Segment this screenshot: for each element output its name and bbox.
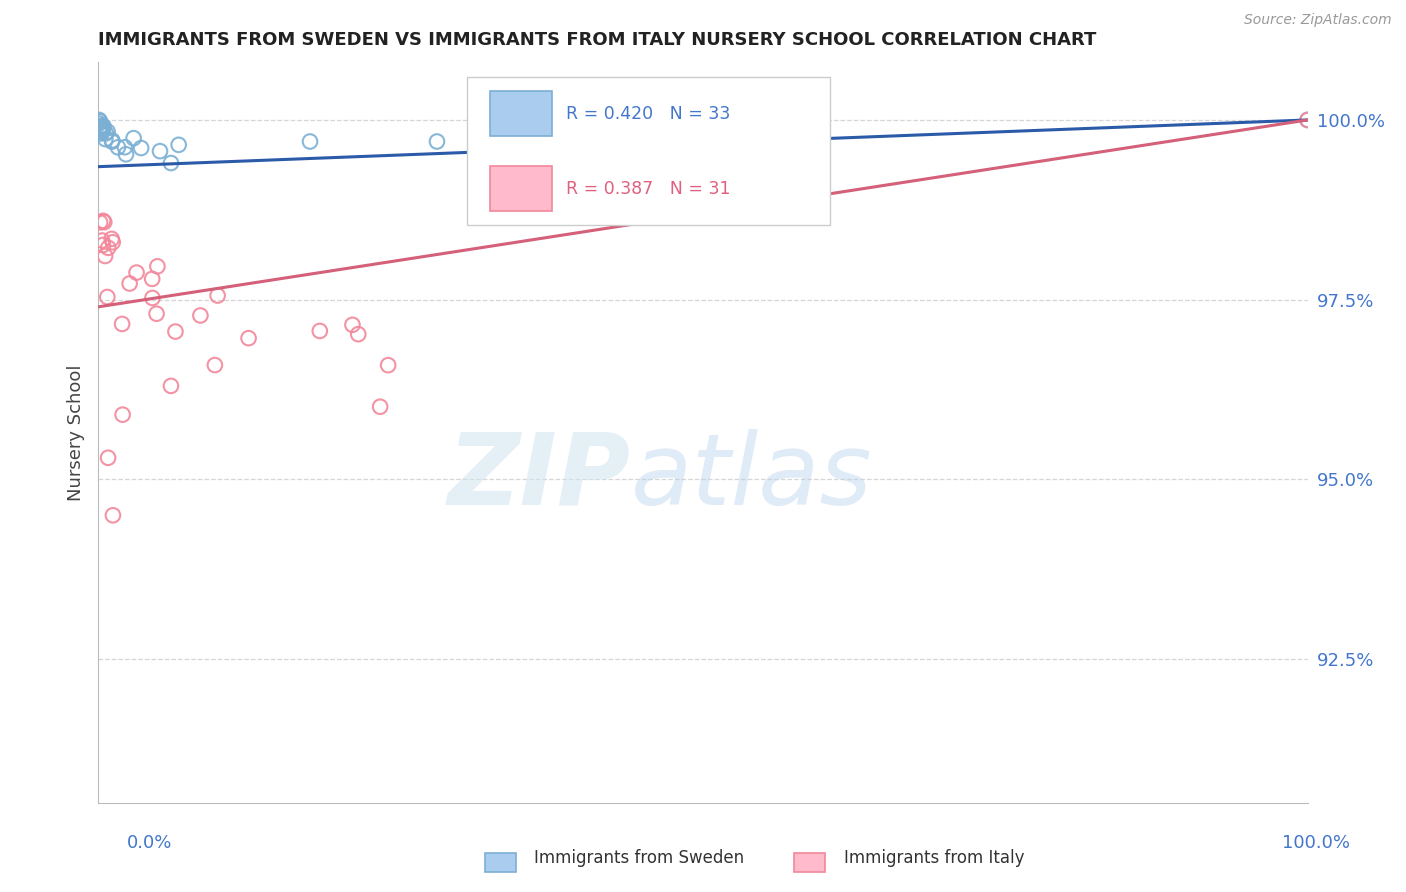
Text: IMMIGRANTS FROM SWEDEN VS IMMIGRANTS FROM ITALY NURSERY SCHOOL CORRELATION CHART: IMMIGRANTS FROM SWEDEN VS IMMIGRANTS FRO…	[98, 31, 1097, 49]
Point	[91, 214, 114, 228]
Point	[96, 290, 118, 304]
FancyBboxPatch shape	[467, 78, 830, 226]
Point	[90, 119, 112, 133]
Point	[89, 116, 111, 130]
Point	[125, 266, 148, 280]
Point	[342, 318, 364, 332]
Text: ZIP: ZIP	[447, 428, 630, 525]
Point	[160, 156, 183, 170]
Point	[122, 131, 145, 145]
Point	[145, 307, 167, 321]
FancyBboxPatch shape	[491, 166, 551, 211]
Point	[377, 358, 399, 372]
Point	[97, 241, 120, 255]
Point	[308, 324, 330, 338]
Point	[97, 125, 120, 139]
Text: Immigrants from Italy: Immigrants from Italy	[844, 849, 1024, 867]
Point	[111, 317, 134, 331]
Point	[190, 309, 212, 323]
Point	[141, 272, 163, 286]
Point	[91, 123, 114, 137]
Point	[101, 133, 124, 147]
Point	[94, 127, 117, 141]
Y-axis label: Nursery School: Nursery School	[66, 364, 84, 501]
Point	[426, 135, 449, 149]
Text: Source: ZipAtlas.com: Source: ZipAtlas.com	[1244, 13, 1392, 28]
Text: 100.0%: 100.0%	[1282, 834, 1350, 852]
Point	[129, 141, 152, 155]
Text: Immigrants from Sweden: Immigrants from Sweden	[534, 849, 744, 867]
Point	[90, 123, 112, 137]
Point	[115, 147, 138, 161]
Point	[89, 121, 111, 136]
Text: R = 0.387   N = 31: R = 0.387 N = 31	[567, 179, 731, 198]
Point	[204, 358, 226, 372]
Point	[100, 232, 122, 246]
Point	[167, 137, 190, 152]
Point	[87, 123, 110, 137]
Point	[101, 508, 124, 523]
Point	[207, 288, 229, 302]
Point	[97, 450, 120, 465]
Point	[347, 327, 370, 342]
Point	[165, 325, 187, 339]
Point	[94, 132, 117, 146]
Text: atlas: atlas	[630, 428, 872, 525]
Point	[114, 140, 136, 154]
Point	[89, 114, 111, 128]
Point	[94, 249, 117, 263]
Point	[91, 234, 114, 248]
Point	[160, 379, 183, 393]
Point	[111, 408, 134, 422]
Point	[118, 277, 141, 291]
Point	[101, 135, 124, 149]
Text: R = 0.420   N = 33: R = 0.420 N = 33	[567, 105, 731, 123]
Point	[299, 135, 322, 149]
Point	[238, 331, 260, 345]
Text: 0.0%: 0.0%	[127, 834, 172, 852]
Point	[149, 144, 172, 158]
Point	[93, 120, 115, 134]
Point	[90, 120, 112, 135]
Point	[1296, 112, 1319, 127]
Point	[87, 112, 110, 127]
Point	[368, 400, 391, 414]
Point	[93, 215, 115, 229]
Point	[91, 120, 114, 135]
Point	[90, 124, 112, 138]
Point	[107, 140, 129, 154]
Point	[141, 291, 163, 305]
Point	[91, 238, 114, 252]
Point	[90, 127, 112, 141]
Point	[91, 125, 114, 139]
Point	[1296, 112, 1319, 127]
Point	[146, 260, 169, 274]
Point	[91, 120, 114, 135]
FancyBboxPatch shape	[491, 91, 551, 136]
Point	[101, 235, 124, 250]
Point	[89, 215, 111, 229]
